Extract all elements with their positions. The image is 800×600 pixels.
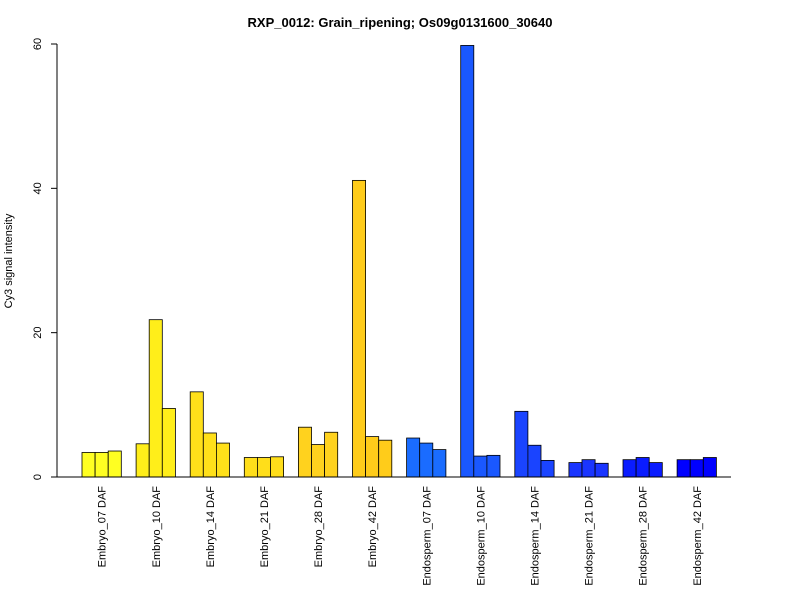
x-category-label: Endosperm_07 DAF xyxy=(421,486,433,586)
bar xyxy=(568,462,583,478)
x-category-label: Embryo_14 DAF xyxy=(205,486,217,568)
x-category-label: Endosperm_21 DAF xyxy=(584,486,596,586)
bar xyxy=(460,45,475,478)
bar xyxy=(202,432,217,478)
bar xyxy=(107,450,122,478)
y-axis-label: Cy3 signal intensity xyxy=(3,213,15,308)
x-category-label: Endosperm_28 DAF xyxy=(638,486,650,586)
bar xyxy=(648,462,663,478)
bar xyxy=(689,459,704,478)
bar xyxy=(243,457,258,478)
x-category-label: Embryo_21 DAF xyxy=(259,486,271,568)
bar xyxy=(406,437,421,478)
bar xyxy=(581,459,596,478)
bar xyxy=(148,319,163,478)
chart-title: RXP_0012: Grain_ripening; Os09g0131600_3… xyxy=(248,15,553,30)
bar xyxy=(81,452,96,478)
bar xyxy=(635,457,650,478)
bar xyxy=(486,454,501,478)
x-category-label: Embryo_28 DAF xyxy=(313,486,325,568)
bars-layer xyxy=(81,45,717,478)
bar xyxy=(594,462,609,478)
bar xyxy=(256,457,271,478)
bar xyxy=(161,408,176,478)
bar xyxy=(540,459,555,478)
bar xyxy=(676,459,691,478)
bar xyxy=(702,457,717,478)
bar xyxy=(324,431,339,478)
bar xyxy=(378,439,393,478)
x-category-label: Endosperm_10 DAF xyxy=(475,486,487,586)
x-axis-labels: Embryo_07 DAF Embryo_10 DAF Embryo_14 DAF E… xyxy=(97,486,704,586)
x-category-label: Endosperm_14 DAF xyxy=(529,486,541,586)
bar xyxy=(514,410,529,478)
bar xyxy=(352,179,367,478)
x-category-label: Embryo_07 DAF xyxy=(97,486,109,568)
bar xyxy=(94,452,109,478)
bar xyxy=(135,443,150,478)
y-axis: 0 20 40 60 xyxy=(32,38,58,480)
bar xyxy=(419,442,434,478)
y-tick-label: 20 xyxy=(32,327,44,339)
bar xyxy=(311,444,326,478)
bar xyxy=(215,442,230,478)
bar xyxy=(270,456,285,478)
bar xyxy=(297,426,312,478)
bar xyxy=(622,459,637,478)
x-category-label: Endosperm_42 DAF xyxy=(692,486,704,586)
bar xyxy=(473,455,488,478)
bar xyxy=(365,436,380,478)
x-category-label: Embryo_10 DAF xyxy=(151,486,163,568)
bar xyxy=(527,444,542,478)
y-tick-label: 40 xyxy=(32,182,44,194)
y-tick-label: 0 xyxy=(32,474,44,480)
bar xyxy=(432,449,447,478)
bar xyxy=(189,391,204,478)
y-tick-label: 60 xyxy=(32,38,44,50)
x-category-label: Embryo_42 DAF xyxy=(367,486,379,568)
